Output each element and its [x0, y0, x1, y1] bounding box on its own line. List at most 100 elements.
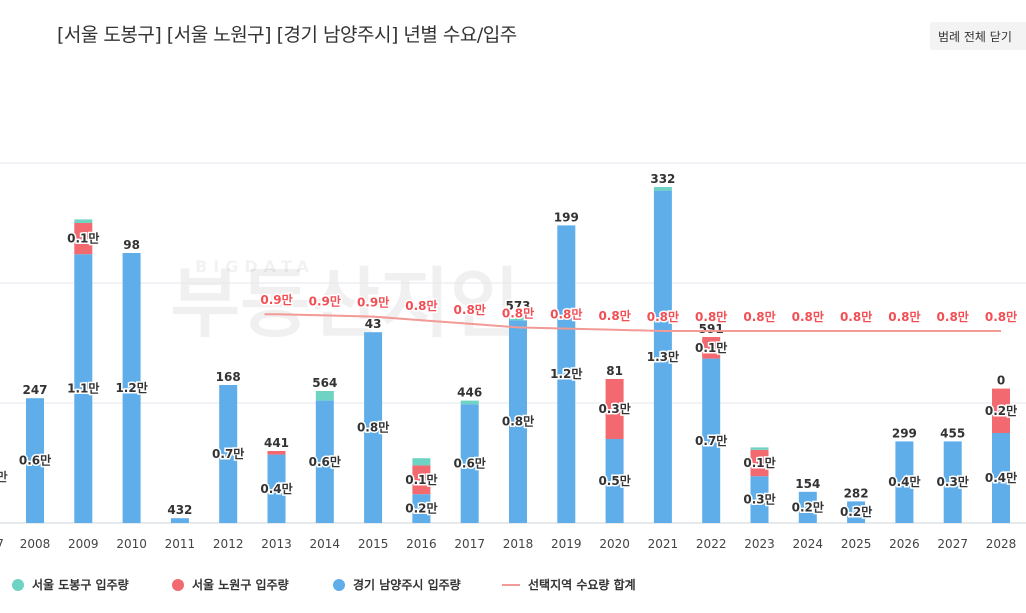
bar-value-label: 0.2만 [792, 499, 824, 514]
bar-segment [412, 494, 431, 523]
demand-label: 0.8만 [792, 309, 824, 324]
bar-value-label: 0.1만 [695, 340, 727, 355]
x-tick-label: 2019 [551, 537, 582, 551]
bar-segment [74, 254, 93, 523]
demand-label: 0.8만 [937, 309, 969, 324]
bar-segment [943, 441, 962, 523]
x-tick-label: 2014 [310, 537, 341, 551]
bar-segment [412, 465, 431, 495]
bar-value-label: 1.2만 [550, 366, 582, 381]
bar-value-label: 0.4만 [985, 470, 1017, 485]
demand-label: 0.8만 [405, 298, 437, 313]
legend-item-label: 서울 노원구 입주량 [192, 578, 289, 592]
bar-value-label: 0.2만 [405, 501, 437, 516]
demand-label: 0.8만 [647, 309, 679, 324]
demand-label: 0.8만 [840, 309, 872, 324]
bar-value-label: 0.8만 [357, 420, 389, 435]
bar-top-label: 43 [365, 317, 382, 331]
bar-top-label: 441 [264, 436, 289, 450]
demand-label: 0.8만 [985, 309, 1017, 324]
bar-value-label: 0.4만 [260, 481, 292, 496]
bar-top-label: 199 [554, 210, 579, 224]
legend-toggle-button[interactable]: 범례 전체 닫기 [930, 22, 1026, 50]
bar-segment [605, 379, 624, 439]
bar-value-label: 0.1만 [67, 231, 99, 246]
bar-top-label: 247 [22, 383, 47, 397]
bar-segment [702, 337, 721, 359]
bar-value-label: 0.1만 [405, 472, 437, 487]
bar-segment [605, 439, 624, 523]
bar-top-label: 332 [650, 172, 675, 186]
demand-label: 0.9만 [309, 293, 341, 308]
bar-segment [653, 187, 672, 191]
bar-segment [750, 476, 769, 523]
bar-segment [412, 458, 431, 466]
demand-label: 0.8만 [888, 309, 920, 324]
x-tick-label: 2027 [937, 537, 968, 551]
bar-value-label: 0.4만 [888, 474, 920, 489]
demand-label: 0.8만 [695, 309, 727, 324]
x-tick-label: 2013 [261, 537, 292, 551]
watermark-text: 부동산지인 [170, 259, 520, 348]
demand-label: 0.8만 [550, 307, 582, 322]
legend-item[interactable]: 선택지역 수요량 합계 [502, 576, 636, 593]
bar-value-label: 0.5만 [598, 473, 630, 488]
bar-segment [847, 501, 866, 523]
bar-top-label: 299 [892, 426, 917, 440]
demand-label: 0.8만 [598, 308, 630, 323]
x-tick-label: 2023 [744, 537, 775, 551]
demand-label: 0.9만 [260, 292, 292, 307]
bar-top-label: 446 [457, 386, 482, 400]
bar-segment [702, 358, 721, 523]
legend-item-label: 선택지역 수요량 합계 [528, 578, 636, 592]
x-tick-label: 2024 [793, 537, 824, 551]
x-tick-label: 2016 [406, 537, 437, 551]
bar-segment [219, 385, 238, 523]
legend-item[interactable]: 경기 남양주시 입주량 [333, 576, 461, 593]
watermark-text: BIGDATA [195, 257, 315, 276]
x-tick-label: 2017 [454, 537, 485, 551]
bar-segment [750, 447, 769, 450]
bar-value-label: 1.2만 [115, 380, 147, 395]
legend-dot-marker [172, 578, 184, 591]
bar-value-label: 0.2만 [840, 504, 872, 519]
x-tick-label: 2010 [116, 537, 147, 551]
demand-label: 0.8만 [743, 309, 775, 324]
bar-segment [26, 398, 44, 523]
bar-value-label: 0.7만 [695, 433, 727, 448]
x-tick-label: 2011 [165, 537, 196, 551]
bar-top-label: 0 [997, 374, 1005, 388]
bar-segment [315, 391, 334, 401]
bar-segment [267, 454, 286, 523]
legend-item[interactable]: 서울 도봉구 입주량 [12, 576, 129, 593]
bar-segment [798, 491, 817, 523]
bar-top-label: 455 [940, 426, 965, 440]
bar-top-label: 573 [505, 299, 530, 313]
x-tick-label: 2008 [20, 537, 51, 551]
x-tick-label: 2015 [358, 537, 389, 551]
bar-segment [460, 404, 479, 523]
legend-item[interactable]: 서울 노원구 입주량 [172, 576, 289, 593]
bar-value-label: 0.6만 [454, 456, 486, 471]
bar-value-label: 0.7만 [212, 446, 244, 461]
bar-top-label: 81 [606, 364, 623, 378]
bar-top-label: 154 [795, 477, 820, 491]
demand-label: 0.9만 [357, 295, 389, 310]
bar-segment [992, 388, 1010, 433]
bar-segment [315, 400, 334, 523]
bar-segment [170, 518, 189, 523]
bar-label: 만 [0, 469, 8, 484]
bar-segment [557, 225, 576, 523]
bar-value-label: 0.6만 [19, 453, 51, 468]
bar-segment [895, 441, 914, 523]
bar-segment [74, 223, 93, 255]
bar-segment [509, 320, 527, 523]
bar-segment [750, 449, 769, 477]
bar-value-label: 0.8만 [502, 414, 534, 429]
bar-segment [122, 253, 141, 523]
chart-title: [서울 도봉구] [서울 노원구] [경기 남양주시] 년별 수요/입주 [57, 24, 517, 46]
legend-item-label: 경기 남양주시 입주량 [353, 578, 461, 592]
legend-dot-marker [333, 578, 345, 591]
x-tick-label: 2018 [503, 537, 534, 551]
demand-label: 0.8만 [502, 305, 534, 320]
